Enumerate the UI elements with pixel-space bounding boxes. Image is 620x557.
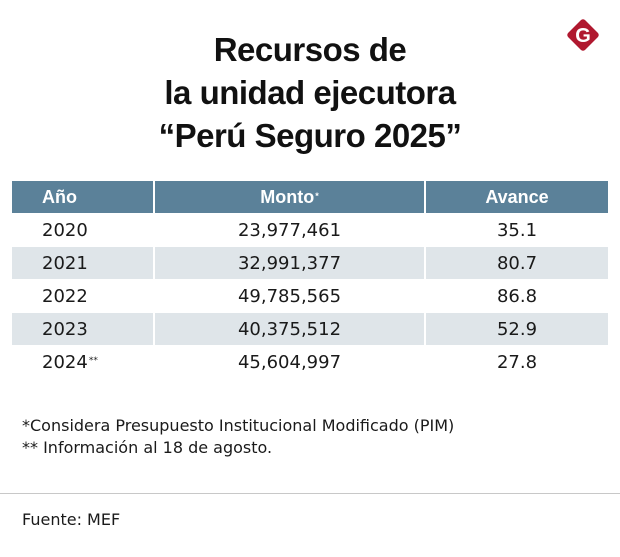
- cell-year: 2023: [12, 313, 153, 345]
- table-header-row: Año Monto * Avance: [12, 181, 608, 213]
- title-line-1: Recursos de: [213, 31, 407, 68]
- resources-table: Año Monto * Avance 2020 23,977,461 35.1 2…: [12, 181, 608, 379]
- header-avance: Avance: [426, 181, 608, 213]
- table-row: 2021 32,991,377 80.7: [12, 247, 608, 279]
- cell-year: 2020: [42, 219, 88, 241]
- page-title: Recursos de la unidad ejecutora “Perú Se…: [0, 28, 620, 157]
- cell-monto: 40,375,512: [155, 313, 424, 345]
- cell-year: 2022: [42, 285, 88, 307]
- cell-monto: 23,977,461: [237, 219, 342, 241]
- table-row: 2020 23,977,461 35.1: [12, 214, 608, 246]
- cell-avance: 52.9: [426, 313, 608, 345]
- header-monto: Monto *: [155, 181, 424, 213]
- table-row: 2022 49,785,565 86.8: [12, 280, 608, 312]
- cell-year: 2021: [12, 247, 153, 279]
- cell-avance: 86.8: [496, 285, 538, 307]
- header-year: Año: [12, 181, 153, 213]
- footnote-mark: *: [315, 191, 319, 201]
- cell-monto: 45,604,997: [237, 351, 342, 373]
- cell-monto: 32,991,377: [155, 247, 424, 279]
- divider: [0, 493, 620, 494]
- title-line-2: la unidad ejecutora: [164, 74, 456, 111]
- gestion-logo-icon: G: [567, 19, 599, 51]
- cell-avance: 35.1: [496, 219, 538, 241]
- footnotes: *Considera Presupuesto Institucional Mod…: [22, 415, 454, 459]
- footnote-1: *Considera Presupuesto Institucional Mod…: [22, 416, 455, 435]
- source-credit: Fuente: MEF: [22, 510, 121, 529]
- cell-year: 2024 **: [42, 351, 98, 373]
- cell-avance: 80.7: [426, 247, 608, 279]
- cell-monto: 49,785,565: [237, 285, 342, 307]
- table-row: 2023 40,375,512 52.9: [12, 313, 608, 345]
- table-row: 2024 ** 45,604,997 27.8: [12, 346, 608, 378]
- title-line-3: “Perú Seguro 2025”: [158, 117, 462, 154]
- cell-avance: 27.8: [496, 351, 538, 373]
- footnote-mark: **: [88, 356, 98, 366]
- logo-letter: G: [575, 25, 591, 47]
- footnote-2: ** Información al 18 de agosto.: [22, 438, 273, 457]
